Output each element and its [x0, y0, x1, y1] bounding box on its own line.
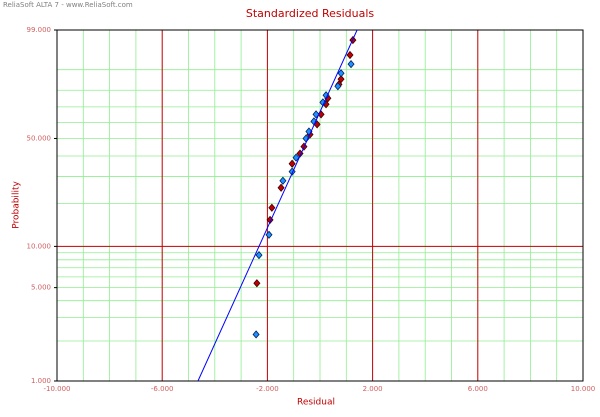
data-point	[277, 183, 285, 192]
data-point	[337, 75, 345, 84]
header: ReliaSoft ALTA 7 - www.ReliaSoft.com	[3, 1, 133, 9]
plot-frame	[56, 29, 584, 382]
x-tick-label: -10.000	[43, 385, 70, 393]
data-point	[292, 153, 300, 162]
data-point	[347, 60, 355, 69]
data-point	[346, 50, 354, 60]
data-point	[255, 251, 263, 260]
data-point	[252, 330, 260, 339]
data-point	[337, 69, 345, 78]
data-point	[268, 203, 276, 212]
y-axis-label: Probability	[12, 181, 22, 229]
x-tick-label: -6.000	[151, 385, 174, 393]
y-tick-label: 50.000	[27, 134, 52, 142]
data-point	[253, 279, 261, 288]
chart-title: Standardized Residuals	[246, 7, 375, 20]
x-tick-label: 2.000	[363, 385, 383, 393]
x-axis-label: Residual	[297, 398, 335, 408]
y-tick-label: 5.000	[31, 284, 51, 292]
data-point	[334, 82, 342, 91]
y-tick-label: 1.000	[31, 377, 51, 385]
x-tick-label: 10.000	[571, 385, 596, 393]
data-point	[279, 176, 287, 185]
y-tick-label: 10.000	[27, 242, 52, 250]
data-point	[288, 159, 296, 168]
plot	[197, 30, 358, 381]
grid	[54, 29, 584, 382]
data-point	[265, 230, 273, 239]
y-tick-label: 99.000	[27, 26, 52, 34]
fit-line	[197, 30, 358, 381]
x-tick-label: -2.000	[256, 385, 279, 393]
x-tick-label: 6.000	[468, 385, 488, 393]
